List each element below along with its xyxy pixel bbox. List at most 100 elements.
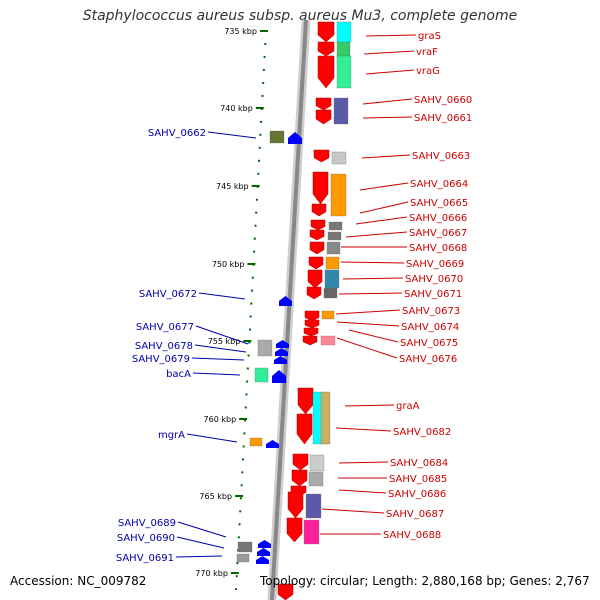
forward-gene-arrow[interactable] — [315, 109, 332, 125]
reverse-gene-label[interactable]: SAHV_0677 — [136, 322, 194, 333]
forward-gene-label[interactable]: SAHV_0665 — [410, 198, 468, 209]
tick-label: 760 kbp — [204, 415, 237, 424]
forward-gene-label[interactable]: SAHV_0666 — [409, 213, 467, 224]
label-leader — [338, 292, 403, 295]
feature-block — [257, 339, 273, 357]
forward-gene-label[interactable]: SAHV_0685 — [389, 474, 447, 485]
forward-gene-arrow[interactable] — [303, 327, 319, 337]
label-leader — [186, 433, 238, 443]
reverse-gene-label[interactable]: SAHV_0678 — [135, 341, 193, 352]
forward-gene-label[interactable]: SAHV_0675 — [400, 338, 458, 349]
forward-gene-label[interactable]: SAHV_0670 — [405, 274, 463, 285]
forward-gene-arrow[interactable] — [317, 21, 335, 43]
label-leader — [192, 372, 241, 376]
feature-block — [324, 269, 340, 289]
forward-gene-arrow[interactable] — [287, 491, 304, 519]
forward-gene-label[interactable]: SAHV_0671 — [404, 289, 462, 300]
label-leader — [207, 131, 257, 139]
forward-gene-arrow[interactable] — [317, 55, 335, 89]
feature-block — [323, 287, 338, 299]
feature-block — [305, 493, 322, 519]
forward-gene-label[interactable]: SAHV_0669 — [406, 259, 464, 270]
feature-block — [312, 391, 323, 445]
reverse-gene-label[interactable]: SAHV_0689 — [118, 518, 176, 529]
forward-gene-label[interactable]: graA — [396, 401, 420, 412]
forward-gene-label[interactable]: SAHV_0661 — [414, 113, 472, 124]
reverse-gene-label[interactable]: SAHV_0672 — [139, 289, 197, 300]
label-leader — [336, 337, 398, 359]
forward-gene-label[interactable]: SAHV_0674 — [401, 322, 459, 333]
forward-gene-arrow[interactable] — [315, 97, 332, 111]
tick-label: 770 kbp — [195, 569, 228, 578]
forward-gene-label[interactable]: SAHV_0684 — [390, 458, 448, 469]
reverse-gene-label[interactable]: SAHV_0691 — [116, 553, 174, 564]
forward-gene-arrow[interactable] — [311, 203, 327, 217]
reverse-gene-arrow[interactable] — [272, 370, 286, 383]
forward-gene-arrow[interactable] — [277, 583, 294, 600]
forward-gene-arrow[interactable] — [302, 335, 318, 346]
forward-gene-arrow[interactable] — [317, 41, 335, 57]
feature-block — [336, 41, 351, 59]
reverse-gene-arrow[interactable] — [256, 556, 269, 564]
forward-gene-label[interactable]: SAHV_0663 — [412, 151, 470, 162]
reverse-gene-arrow[interactable] — [279, 296, 292, 306]
reverse-gene-label[interactable]: bacA — [166, 369, 191, 380]
forward-gene-arrow[interactable] — [304, 310, 320, 322]
feature-block — [336, 21, 352, 43]
reverse-gene-label[interactable]: SAHV_0662 — [148, 128, 206, 139]
forward-gene-arrow[interactable] — [292, 453, 309, 471]
tick-label: 740 kbp — [220, 104, 253, 113]
forward-gene-label[interactable]: SAHV_0682 — [393, 427, 451, 438]
forward-gene-label[interactable]: SAHV_0688 — [383, 530, 441, 541]
forward-gene-arrow[interactable] — [312, 171, 329, 205]
label-leader — [194, 344, 247, 353]
forward-gene-arrow[interactable] — [306, 286, 322, 300]
reverse-gene-arrow[interactable] — [288, 132, 302, 144]
tick-track — [235, 29, 267, 591]
reverse-gene-label[interactable]: SAHV_0679 — [132, 354, 190, 365]
forward-gene-label[interactable]: SAHV_0686 — [388, 489, 446, 500]
feature-block — [249, 437, 263, 447]
feature-block — [303, 519, 320, 545]
label-leader — [195, 325, 249, 345]
tick-label: 745 kbp — [216, 182, 249, 191]
reverse-gene-label[interactable]: SAHV_0690 — [117, 533, 175, 544]
forward-gene-arrow[interactable] — [310, 219, 326, 231]
forward-gene-label[interactable]: vraG — [416, 66, 440, 77]
forward-gene-label[interactable]: SAHV_0673 — [402, 306, 460, 317]
reverse-gene-arrow[interactable] — [266, 440, 279, 448]
label-leader — [177, 521, 227, 538]
forward-gene-arrow[interactable] — [313, 149, 330, 163]
tick-label: 750 kbp — [212, 260, 245, 269]
forward-gene-label[interactable]: SAHV_0668 — [409, 243, 467, 254]
forward-gene-arrow[interactable] — [296, 413, 313, 445]
reverse-gene-arrow[interactable] — [258, 540, 271, 548]
forward-gene-label[interactable]: SAHV_0676 — [399, 354, 457, 365]
topology-text: Topology: circular; Length: 2,880,168 bp… — [260, 574, 590, 588]
forward-gene-label[interactable]: SAHV_0664 — [410, 179, 468, 190]
forward-gene-label[interactable]: SAHV_0660 — [414, 95, 472, 106]
feature-block — [236, 553, 250, 563]
forward-gene-label[interactable]: vraF — [416, 47, 438, 58]
reverse-gene-arrow[interactable] — [257, 548, 270, 556]
forward-gene-arrow[interactable] — [304, 319, 320, 329]
tick-label: 755 kbp — [208, 337, 241, 346]
reverse-gene-arrow[interactable] — [275, 348, 288, 356]
label-leader — [345, 231, 408, 238]
reverse-gene-label[interactable]: mgrA — [158, 430, 185, 441]
forward-gene-label[interactable]: SAHV_0687 — [386, 509, 444, 520]
backbone — [270, 19, 308, 600]
forward-gene-label[interactable]: graS — [418, 31, 441, 42]
reverse-gene-arrow[interactable] — [274, 356, 287, 364]
feature-block — [336, 55, 352, 89]
forward-gene-arrow[interactable] — [297, 387, 314, 415]
forward-gene-arrow[interactable] — [308, 256, 324, 270]
forward-gene-arrow[interactable] — [291, 469, 308, 487]
forward-gene-arrow[interactable] — [307, 269, 323, 289]
forward-gene-label[interactable]: SAHV_0667 — [409, 228, 467, 239]
label-leader — [175, 555, 223, 558]
forward-gene-arrow[interactable] — [309, 241, 325, 255]
reverse-gene-arrow[interactable] — [276, 340, 289, 348]
forward-gene-arrow[interactable] — [286, 517, 303, 543]
forward-gene-arrow[interactable] — [309, 229, 325, 241]
